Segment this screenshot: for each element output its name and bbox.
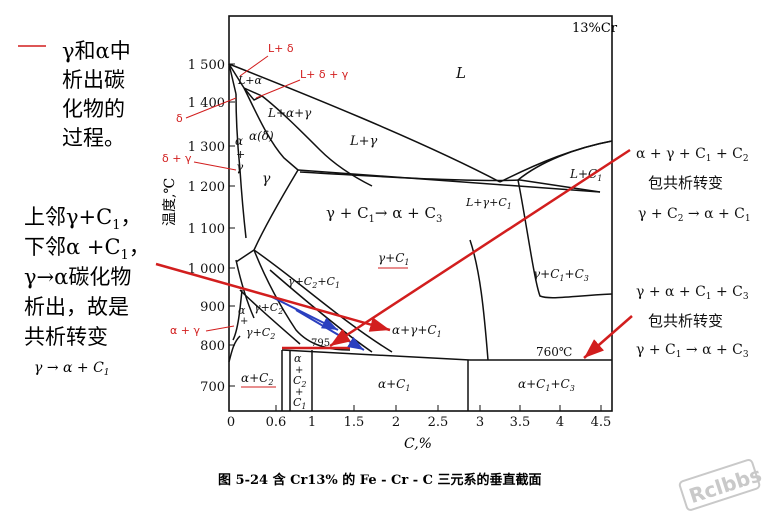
svg-text:Rclbbs: Rclbbs bbox=[686, 462, 764, 508]
lower-type: 包共析转变 bbox=[648, 312, 723, 330]
y-tick-1000: 1 000 bbox=[188, 262, 225, 277]
label-gamma-C2-lower: γ+C2 bbox=[246, 326, 275, 341]
watermark-logo: Rclbbs bbox=[678, 458, 764, 511]
figure-caption: 图 5-24 含 Cr13% 的 Fe - Cr - C 三元系的垂直截面 bbox=[218, 472, 542, 488]
y-tick-800: 800 bbox=[200, 339, 225, 354]
label-gamma: γ bbox=[262, 171, 271, 187]
composition-label: 13%Cr bbox=[572, 21, 618, 36]
upper-equation: γ + C2 → α + C1 bbox=[638, 206, 751, 224]
label-alpha-C2-C1-1: α bbox=[294, 352, 302, 365]
red-label-alpha-gamma: α + γ bbox=[170, 324, 200, 337]
y-tick-1500: 1 500 bbox=[188, 58, 225, 73]
y-tick-1400: 1 400 bbox=[188, 96, 225, 111]
label-gamma-C1: γ+C1 bbox=[378, 251, 410, 267]
label-L-C1: L+C1 bbox=[569, 167, 602, 183]
y-tick-700: 700 bbox=[200, 380, 225, 395]
red-label-L-delta: L+ δ bbox=[268, 42, 294, 55]
label-alpha-C2-C1-2: + bbox=[295, 365, 303, 376]
y-axis: 1 500 1 400 1 300 1 200 1 100 1 000 900 … bbox=[188, 58, 235, 395]
lower-equation: γ + C1 → α + C3 bbox=[636, 342, 749, 360]
x-tick-2-5: 2.5 bbox=[428, 415, 449, 430]
upper-type: 包共析转变 bbox=[648, 174, 723, 192]
label-alpha-C2-C1-5: C1 bbox=[293, 396, 307, 411]
upper-reaction: α + γ + C1 + C2 bbox=[636, 146, 749, 164]
diagram-frame bbox=[228, 15, 613, 412]
red-arrow-from-upper-right bbox=[329, 148, 631, 348]
temp-760: 760℃ bbox=[536, 345, 572, 359]
note1-line1: γ和α中 bbox=[62, 39, 131, 63]
label-gamma-C1-C3: γ+C1+C3 bbox=[533, 267, 589, 283]
label-L-alpha: L+α bbox=[237, 74, 263, 87]
label-L-gamma: L+γ bbox=[349, 134, 378, 149]
y-axis-label: 温度,℃ bbox=[162, 178, 178, 226]
x-axis-label: C,% bbox=[404, 436, 432, 452]
x-tick-1-5: 1.5 bbox=[344, 415, 365, 430]
lower-reaction: γ + α + C1 + C3 bbox=[636, 284, 749, 302]
right-note-lower: γ + α + C1 + C3 包共析转变 γ + C1 → α + C3 bbox=[636, 284, 749, 360]
label-alpha-C2-C1-4: + bbox=[295, 387, 303, 398]
note1-line4: 过程。 bbox=[62, 126, 125, 150]
red-label-delta-gamma: δ + γ bbox=[162, 152, 192, 165]
x-tick-3: 3 bbox=[476, 415, 484, 430]
x-tick-4-5: 4.5 bbox=[591, 415, 612, 430]
label-alpha-gamma-left-1: α bbox=[235, 134, 243, 148]
label-alpha-left-1: α bbox=[238, 304, 246, 317]
phase-diagram: 13%Cr 1 500 1 400 1 300 1 200 1 100 1 00… bbox=[162, 15, 618, 452]
note2-line4: 析出，故是 bbox=[24, 295, 129, 319]
note2-line1: 上邻γ+C1， bbox=[24, 205, 142, 233]
y-tick-1100: 1 100 bbox=[188, 222, 225, 237]
blue-arrow-1 bbox=[269, 295, 339, 331]
note2-line3: γ→α碳化物 bbox=[24, 265, 131, 289]
left-note-eutectoid: 上邻γ+C1， 下邻α +C1， γ→α碳化物 析出，故是 共析转变 γ → α… bbox=[24, 205, 150, 378]
x-tick-1: 1 bbox=[308, 415, 316, 430]
label-gamma-C2: γ+C2 bbox=[254, 301, 283, 316]
red-label-L-delta-gamma: L+ δ + γ bbox=[300, 68, 349, 81]
note1-line2: 析出碳 bbox=[62, 68, 125, 92]
y-tick-1200: 1 200 bbox=[188, 180, 225, 195]
x-axis: 0 0.6 1 1.5 2 2.5 3 3.5 4 4.5 bbox=[227, 405, 611, 430]
label-gamma-C1-to-alpha-C3: γ + C1→ α + C3 bbox=[326, 204, 442, 225]
x-tick-2: 2 bbox=[392, 415, 400, 430]
label-alpha-gamma-C1: α+γ+C1 bbox=[392, 323, 442, 339]
phase-labels: L L+γ L+α+γ L+α α(δ) α + γ γ L+C1 L+γ+C1… bbox=[235, 64, 602, 411]
note2-equation: γ → α + C1 bbox=[34, 360, 110, 378]
note1-line3: 化物的 bbox=[62, 97, 125, 121]
label-alpha-gamma-left-2: + bbox=[236, 148, 245, 161]
label-alpha-C2: α+C2 bbox=[241, 371, 273, 387]
label-alpha-gamma-left-3: γ bbox=[236, 160, 244, 174]
red-arrow-from-left-note bbox=[155, 262, 391, 332]
x-tick-3-5: 3.5 bbox=[510, 415, 531, 430]
x-tick-0-6: 0.6 bbox=[266, 415, 287, 430]
label-L-alpha-gamma: L+α+γ bbox=[267, 106, 312, 120]
left-note-carbide-process: γ和α中 析出碳 化物的 过程。 bbox=[18, 39, 131, 150]
red-label-delta: δ bbox=[176, 112, 183, 125]
temp-795: 795 bbox=[311, 338, 330, 349]
red-annotations: L+ δ L+ δ + γ δ δ + γ α + γ bbox=[162, 42, 349, 337]
y-tick-1300: 1 300 bbox=[188, 140, 225, 155]
right-note-upper: α + γ + C1 + C2 包共析转变 γ + C2 → α + C1 bbox=[636, 146, 751, 224]
label-gamma-C2-C1: γ+C2+C1 bbox=[288, 275, 340, 290]
note2-line5: 共析转变 bbox=[24, 325, 108, 349]
label-L: L bbox=[455, 64, 466, 82]
y-tick-900: 900 bbox=[200, 300, 225, 315]
label-alpha-left-2: + bbox=[240, 316, 248, 327]
x-tick-0: 0 bbox=[227, 415, 235, 430]
label-alpha-C1: α+C1 bbox=[378, 377, 410, 393]
x-tick-4: 4 bbox=[556, 415, 564, 430]
note2-line2: 下邻α +C1， bbox=[24, 235, 150, 263]
label-alpha-delta: α(δ) bbox=[249, 129, 274, 143]
red-arrow-from-lower-right bbox=[583, 315, 633, 359]
label-L-gamma-C1: L+γ+C1 bbox=[465, 196, 512, 211]
label-alpha-C1-C3: α+C1+C3 bbox=[518, 377, 575, 393]
